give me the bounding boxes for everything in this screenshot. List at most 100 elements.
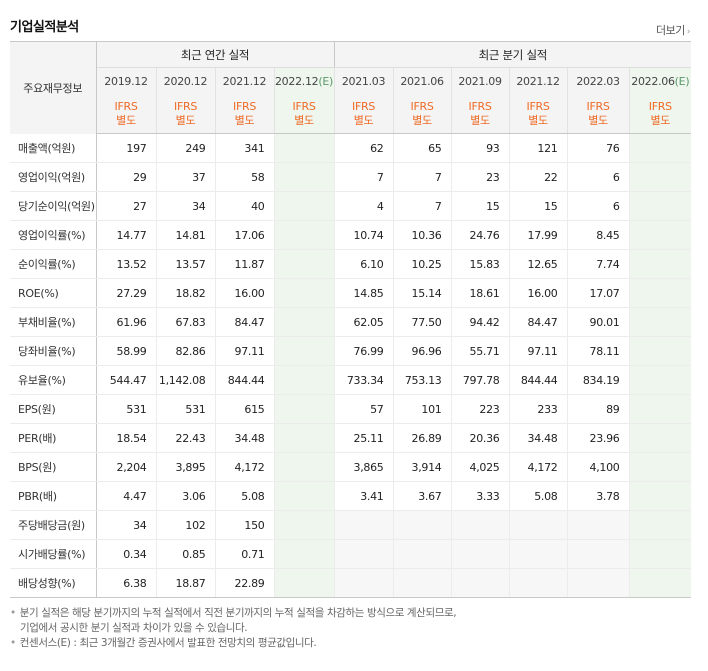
footnotes: • 분기 실적은 해당 분기까지의 누적 실적에서 직전 분기까지의 누적 실적을… [10, 606, 457, 651]
table-cell: 15.14 [393, 278, 452, 308]
table-row: 시가배당률(%) 0.34 0.85 0.71 [10, 539, 692, 569]
period-header: 2019.12 [96, 67, 157, 96]
table-cell: 3.67 [393, 481, 452, 511]
row-label: 배당성향(%) [10, 568, 97, 598]
bullet-icon: • [10, 637, 16, 649]
table-cell: 7.74 [567, 249, 630, 279]
table-cell: 834.19 [567, 365, 630, 395]
table-cell: 84.47 [509, 307, 568, 337]
table-cell: 27.29 [96, 278, 157, 308]
table-cell: 844.44 [509, 365, 568, 395]
ifrs-label: IFRS [352, 100, 376, 114]
row-label: 당기순이익(억원) [10, 191, 97, 221]
table-cell [629, 452, 692, 482]
row-label: 시가배당률(%) [10, 539, 97, 569]
table-cell [629, 365, 692, 395]
table-cell: 77.50 [393, 307, 452, 337]
ifrs-label: IFRS [114, 100, 138, 114]
table-row: 유보율(%) 544.47 1,142.08 844.44 733.34 753.13 79… [10, 365, 692, 395]
table-cell: 18.54 [96, 423, 157, 453]
footnote-1-cont: 기업에서 공시한 분기 실적과 차이가 있을 수 있습니다. [20, 622, 248, 634]
period-label: 2021.12 [516, 75, 560, 89]
period-label: 2021.12 [222, 75, 267, 89]
row-label: 순이익률(%) [10, 249, 97, 279]
table-row: 주당배당금(원) 34 102 150 [10, 510, 692, 540]
table-cell: 6.38 [96, 568, 157, 598]
table-cell: 544.47 [96, 365, 157, 395]
period-label: 2019.12 [104, 75, 148, 89]
separate-label: 별도 [234, 114, 255, 128]
row-label: ROE(%) [10, 278, 97, 308]
estimate-mark: (E) [318, 75, 334, 89]
table-cell: 16.00 [215, 278, 275, 308]
more-label: 더보기 [656, 24, 685, 37]
table-cell: 7 [393, 162, 452, 192]
table-cell: 24.76 [451, 220, 510, 250]
table-row: PER(배) 18.54 22.43 34.48 25.11 26.89 20.36 34.4… [10, 423, 692, 453]
table-row: ROE(%) 27.29 18.82 16.00 14.85 15.14 18.61 16.0… [10, 278, 692, 308]
more-link[interactable]: 더보기 › [656, 22, 691, 38]
estimate-mark: (E) [674, 75, 690, 89]
table-cell: 18.87 [156, 568, 216, 598]
table-cell [629, 220, 692, 250]
table-cell: 90.01 [567, 307, 630, 337]
period-label: 2021.06 [400, 75, 444, 89]
table-cell: 1,142.08 [156, 365, 216, 395]
table-cell: 12.65 [509, 249, 568, 279]
table-cell: 531 [156, 394, 216, 424]
table-cell [629, 133, 692, 163]
table-cell [393, 539, 452, 569]
table-cell: 7 [333, 162, 394, 192]
separate-label: 별도 [294, 114, 314, 128]
table-cell: 10.36 [393, 220, 452, 250]
accounting-standard: IFRS 별도 [274, 95, 335, 134]
table-cell: 531 [96, 394, 157, 424]
table-cell: 37 [156, 162, 216, 192]
table-cell [393, 568, 452, 598]
table-cell: 13.52 [96, 249, 157, 279]
table-cell [333, 510, 394, 540]
accounting-standard: IFRS 별도 [393, 95, 452, 134]
table-cell: 733.34 [333, 365, 394, 395]
table-cell [567, 539, 630, 569]
table-cell [509, 568, 568, 598]
table-cell: 2,204 [96, 452, 157, 482]
table-cell: 78.11 [567, 336, 630, 366]
accounting-standard: IFRS 별도 [451, 95, 510, 134]
table-cell: 58.99 [96, 336, 157, 366]
table-cell: 25.11 [333, 423, 394, 453]
table-row: 당좌비율(%) 58.99 82.86 97.11 76.99 96.96 55.71 97.… [10, 336, 692, 366]
table-cell [333, 568, 394, 598]
table-cell: 14.77 [96, 220, 157, 250]
table-cell: 0.34 [96, 539, 157, 569]
table-cell [629, 481, 692, 511]
table-body: 매출액(억원) 197 249 341 62 65 93 121 76 영업이익(억원) 29 37 5… [10, 133, 692, 598]
separate-label: 별도 [588, 114, 608, 128]
ifrs-label: IFRS [526, 100, 550, 114]
table-cell: 3,914 [393, 452, 452, 482]
table-cell: 89 [567, 394, 630, 424]
table-cell: 4,025 [451, 452, 510, 482]
table-cell [567, 510, 630, 540]
chevron-right-icon: › [686, 27, 691, 37]
table-row: 영업이익률(%) 14.77 14.81 17.06 10.74 10.36 24.76 17… [10, 220, 692, 250]
table-cell: 76.99 [333, 336, 394, 366]
table-cell [629, 568, 692, 598]
table-cell [274, 278, 335, 308]
table-cell: 61.96 [96, 307, 157, 337]
table-cell [629, 336, 692, 366]
table-cell: 121 [509, 133, 568, 163]
table-cell: 5.08 [215, 481, 275, 511]
period-header: 2020.12 [156, 67, 216, 96]
table-cell: 34 [96, 510, 157, 540]
table-cell: 615 [215, 394, 275, 424]
accounting-standard: IFRS 별도 [567, 95, 630, 134]
table-cell: 3.41 [333, 481, 394, 511]
table-cell: 40 [215, 191, 275, 221]
table-cell: 4,172 [509, 452, 568, 482]
row-label: PER(배) [10, 423, 97, 453]
period-header: 2021.03 [333, 67, 394, 96]
table-cell [629, 162, 692, 192]
table-cell: 101 [393, 394, 452, 424]
table-cell [274, 220, 335, 250]
